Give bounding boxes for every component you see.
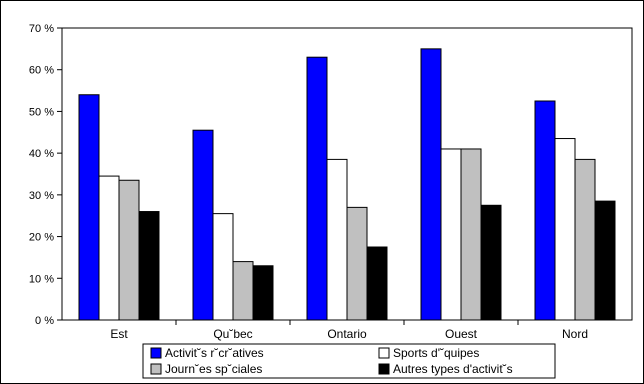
x-tick-label: Est [110, 327, 128, 341]
bar-2-0 [306, 56, 328, 321]
legend-label: Sports d'˘quipes [393, 346, 479, 360]
legend-swatch [378, 363, 390, 375]
x-tick-label: Nord [562, 327, 588, 341]
bar-4-0 [534, 100, 556, 321]
y-axis: 0 % 10 % 20 % 30 % 40 % 50 % 60 % 70 % [29, 23, 62, 327]
y-tick-label: 30 % [29, 190, 54, 202]
legend-label: Journ˘es sp˘ciales [165, 362, 262, 376]
bar-0-1 [98, 175, 120, 321]
bar-0-2 [118, 179, 140, 321]
bar-1-1 [212, 213, 234, 321]
bar-3-0 [420, 48, 442, 321]
y-tick-label: 0 % [35, 315, 54, 327]
bar-0-3 [138, 211, 160, 321]
legend: Activit˘s r˘cr˘atives Sports d'˘quipes Jou… [142, 343, 556, 379]
bar-4-2 [574, 158, 596, 321]
bar-1-0 [192, 129, 214, 321]
bar-3-2 [460, 148, 482, 321]
bar-1-2 [232, 261, 254, 321]
legend-swatch [150, 347, 162, 359]
y-tick-label: 40 % [29, 148, 54, 160]
x-tick-label: Qu˘bec [213, 327, 252, 341]
y-tick-label: 70 % [29, 23, 54, 35]
bars [78, 48, 616, 321]
legend-swatch [150, 363, 162, 375]
x-tick-label: Ontario [327, 327, 367, 341]
legend-box [142, 343, 556, 379]
y-tick-label: 50 % [29, 106, 54, 118]
bar-2-3 [366, 246, 388, 321]
x-axis: Est Qu˘bec Ontario Ouest Nord [110, 320, 588, 341]
legend-swatch [378, 347, 390, 359]
legend-label: Activit˘s r˘cr˘atives [165, 346, 264, 360]
bar-3-1 [440, 148, 462, 321]
y-tick-label: 20 % [29, 232, 54, 244]
bar-3-3 [480, 204, 502, 321]
bar-2-1 [326, 158, 348, 321]
x-tick-label: Ouest [445, 327, 478, 341]
y-tick-label: 10 % [29, 273, 54, 285]
bar-1-3 [252, 265, 274, 321]
legend-label: Autres types d'activit˘s [393, 362, 513, 376]
bar-4-3 [594, 200, 616, 321]
bar-4-1 [554, 138, 576, 321]
bar-2-2 [346, 206, 368, 321]
bar-0-0 [78, 94, 100, 321]
y-tick-label: 60 % [29, 65, 54, 77]
